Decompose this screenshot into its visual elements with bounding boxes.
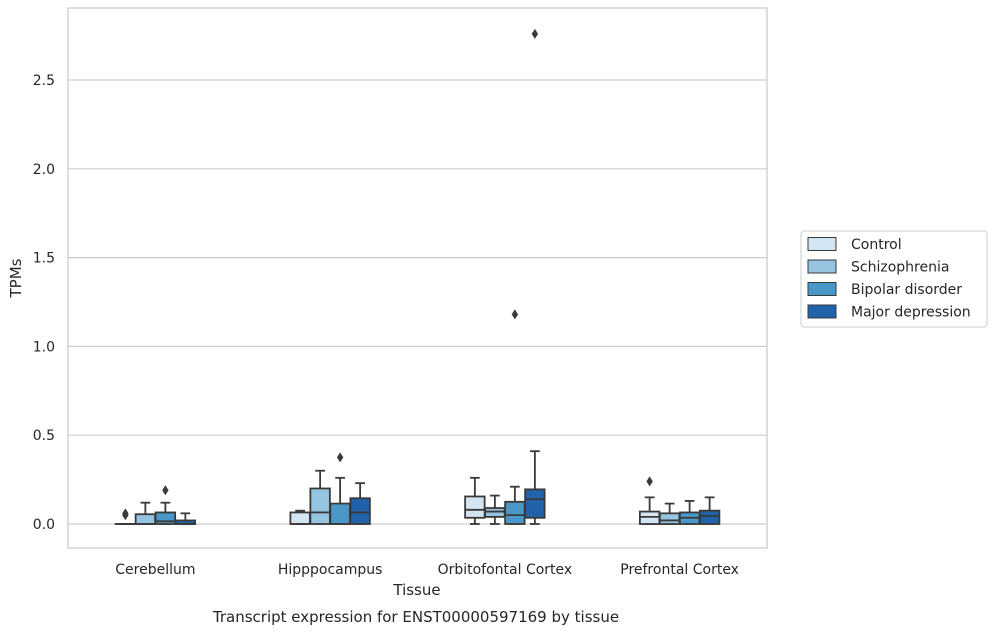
box-body xyxy=(698,509,721,525)
box-group xyxy=(638,476,721,525)
legend-label: Control xyxy=(851,237,902,253)
x-tick-label: Cerebellum xyxy=(115,562,195,578)
box xyxy=(504,309,526,525)
box xyxy=(658,502,681,525)
legend-swatch xyxy=(807,259,837,274)
box-groups xyxy=(114,28,721,525)
legend: Control Schizophrenia Bipolar disorder Majo… xyxy=(800,230,988,328)
box xyxy=(289,509,311,525)
y-axis-label: TPMs xyxy=(7,258,25,298)
x-tick-label: Orbitofontal Cortex xyxy=(438,562,573,578)
y-tick-label: 2.0 xyxy=(33,162,55,178)
legend-label: Bipolar disorder xyxy=(851,282,962,298)
legend-label: Major depression xyxy=(851,305,971,321)
box-body xyxy=(309,487,331,525)
legend-swatch xyxy=(807,282,837,296)
box xyxy=(698,496,721,525)
x-tick-label: Prefrontal Cortex xyxy=(620,562,739,578)
y-tick-label: 0.0 xyxy=(33,517,55,533)
legend-label: Schizophrenia xyxy=(851,260,949,276)
flier-point xyxy=(162,485,169,496)
flier-point xyxy=(531,28,539,39)
box xyxy=(154,485,177,525)
plot-frame xyxy=(67,7,768,549)
box-body xyxy=(329,502,351,525)
box-body xyxy=(349,497,371,525)
y-tick-label: 1.0 xyxy=(33,339,55,355)
y-tick-label: 2.5 xyxy=(33,73,55,89)
box-body xyxy=(658,512,681,525)
plot-background xyxy=(68,8,767,548)
flier-point xyxy=(511,309,519,320)
box-group xyxy=(464,28,546,525)
legend-swatch xyxy=(807,237,837,251)
box xyxy=(329,452,351,525)
box-group xyxy=(289,452,371,525)
y-tick-labels: 0.0 0.5 1.0 1.5 2.0 2.5 xyxy=(33,73,55,533)
box-body xyxy=(134,513,157,525)
y-tick-label: 0.5 xyxy=(33,428,55,444)
y-tick-label: 1.5 xyxy=(33,251,55,267)
box-body xyxy=(464,495,486,519)
flier-point xyxy=(122,508,129,519)
box-body xyxy=(504,500,526,525)
x-tick-label: Hipppocampus xyxy=(278,562,383,578)
x-axis-label: Tissue xyxy=(392,581,440,599)
x-tick-labels: Cerebellum Hipppocampus Orbitofontal Corte… xyxy=(115,562,739,578)
box xyxy=(349,482,371,525)
flier-point xyxy=(646,476,653,487)
box-group xyxy=(114,485,197,525)
box-body xyxy=(289,511,311,525)
box xyxy=(174,512,197,525)
box-body xyxy=(154,511,177,525)
box-body xyxy=(524,488,546,519)
legend-swatch xyxy=(807,304,837,319)
box xyxy=(114,508,137,525)
chart-caption: Transcript expression for ENST0000059716… xyxy=(212,608,619,626)
box xyxy=(464,476,486,525)
box xyxy=(524,28,546,525)
legend-frame xyxy=(800,230,988,328)
flier-point xyxy=(336,452,344,463)
